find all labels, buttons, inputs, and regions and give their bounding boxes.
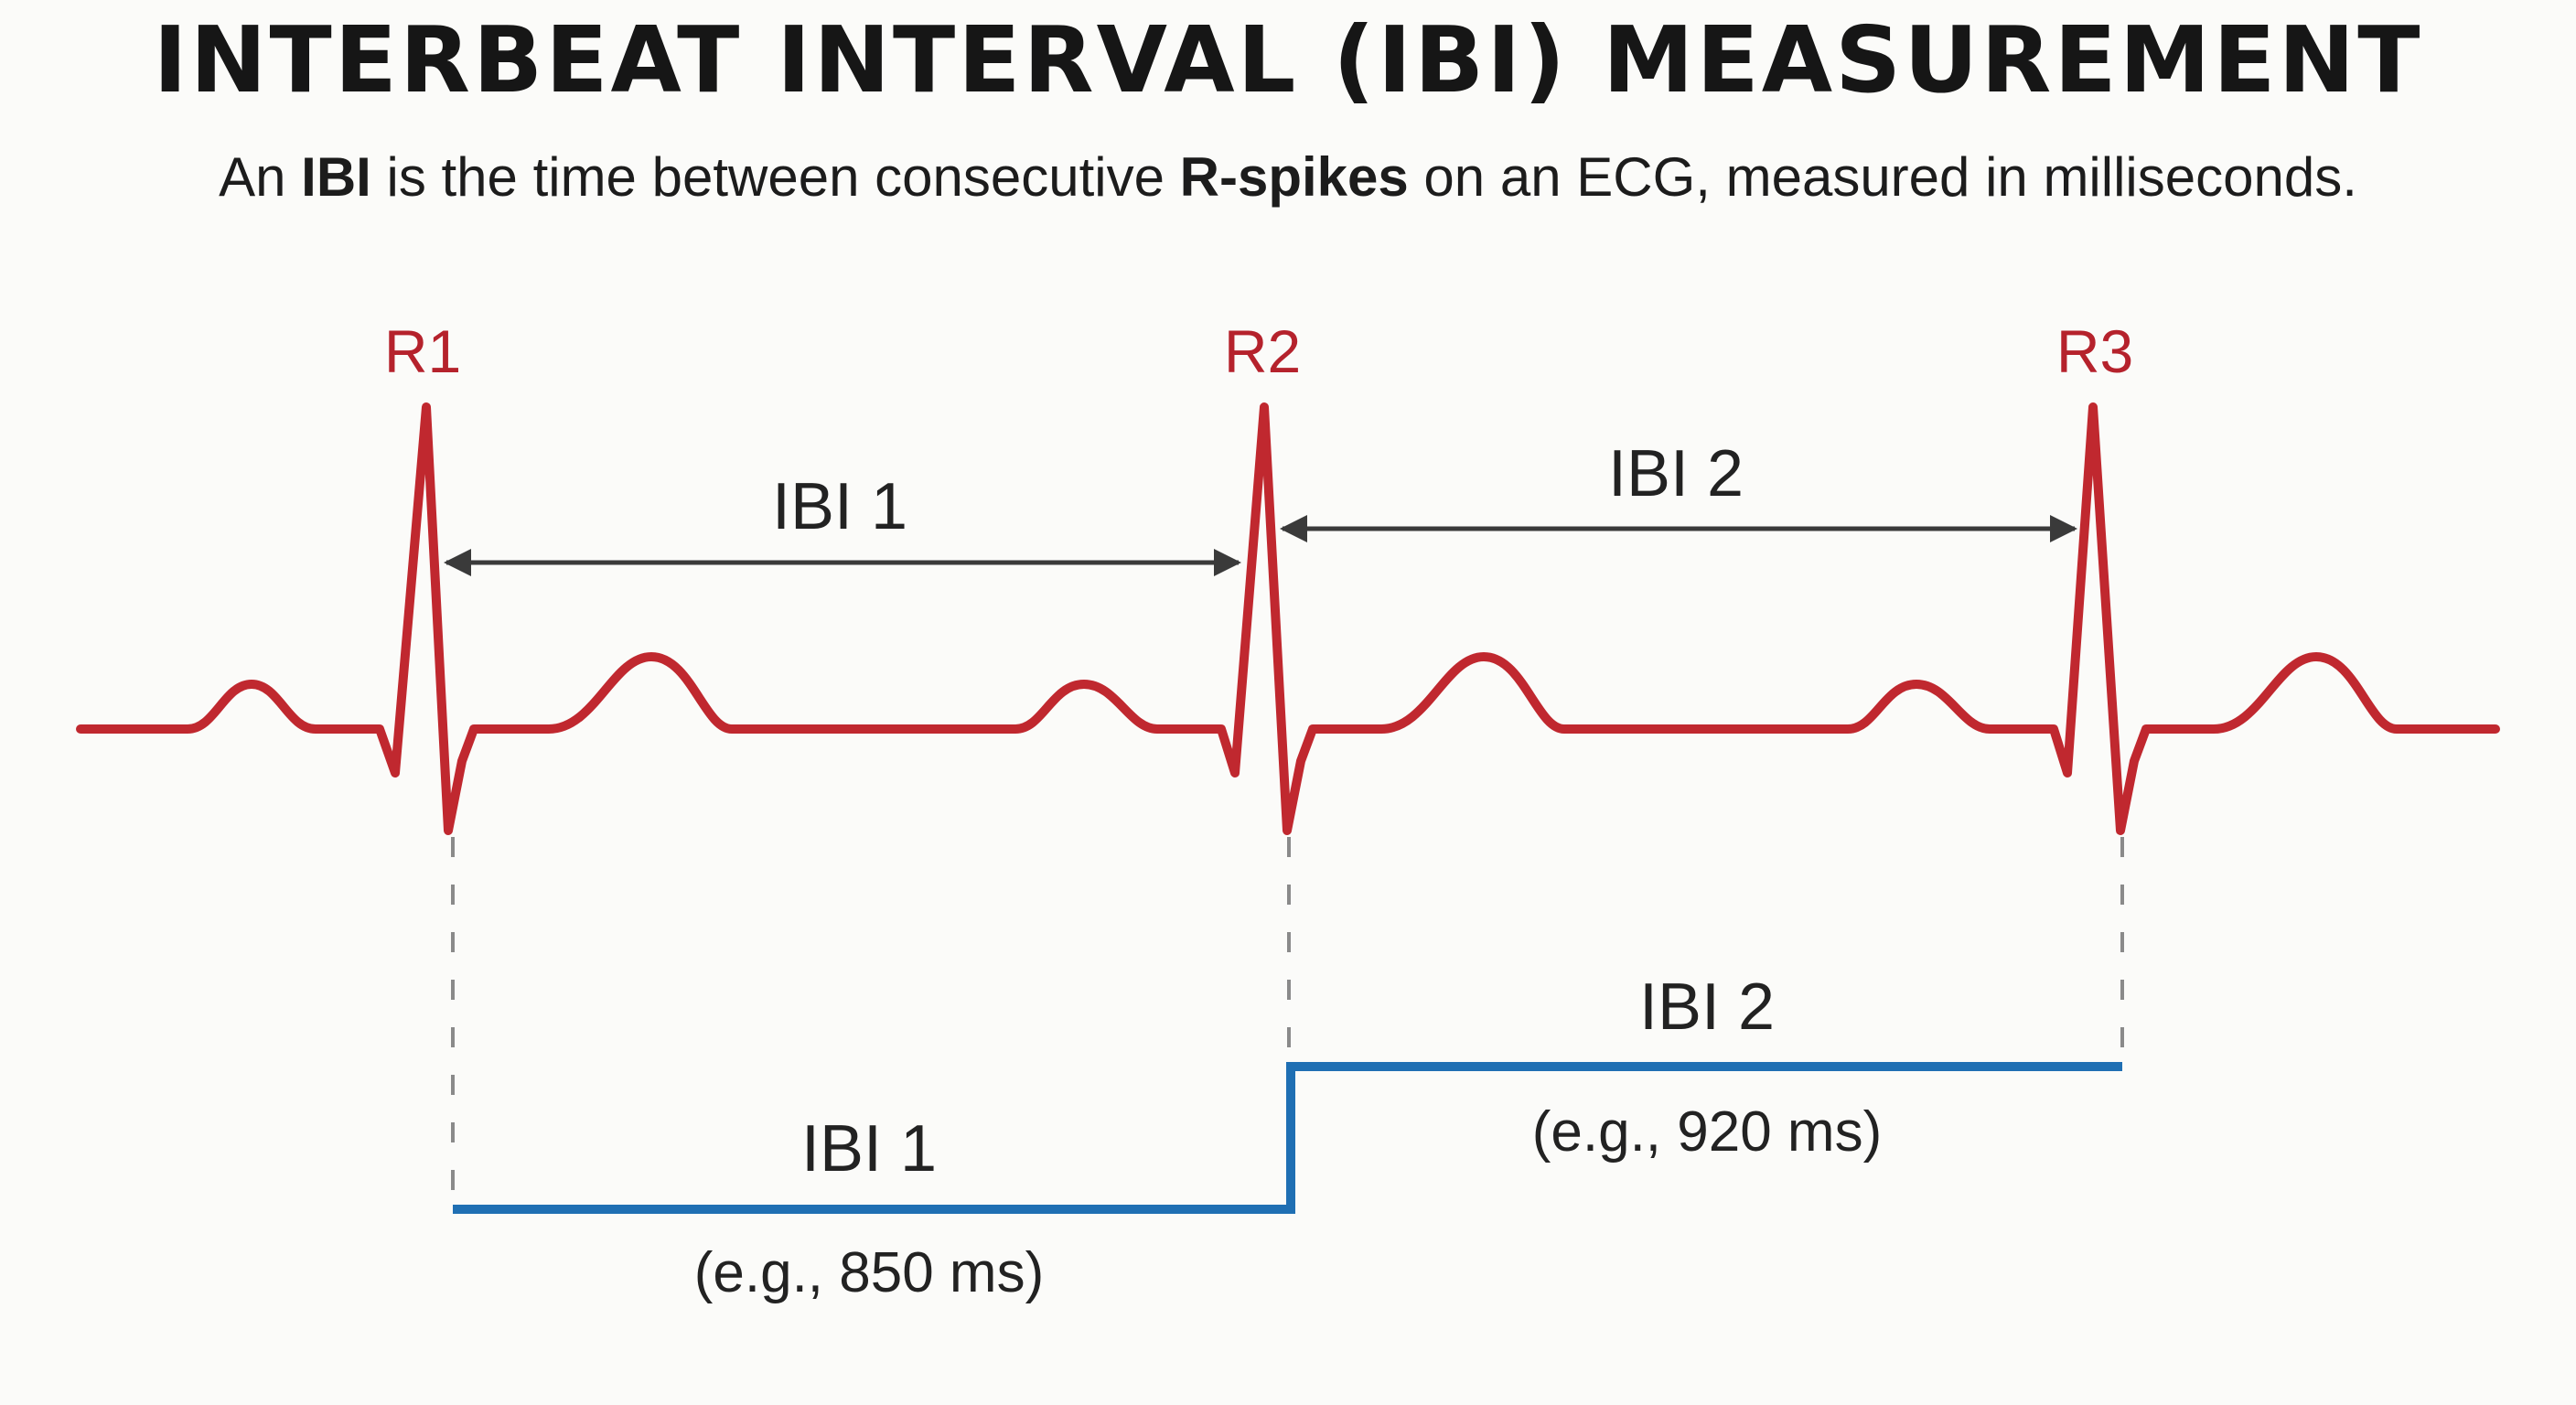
peak-label-r3: R3 (2056, 317, 2133, 385)
peak-label-r2: R2 (1224, 317, 1301, 385)
upper-ibi-1-label: IBI 1 (772, 470, 907, 543)
lower-ibi-1-example: (e.g., 850 ms) (694, 1241, 1044, 1304)
ecg-trace (76, 402, 2500, 835)
subtitle: An IBI is the time between consecutive R… (0, 145, 2576, 210)
page-title: INTERBEAT INTERVAL (IBI) MEASUREMENT (153, 6, 2423, 113)
lower-ibi-2-example: (e.g., 920 ms) (1532, 1100, 1882, 1164)
subtitle-bold-ibi: IBI (301, 146, 371, 208)
peak-label-r1: R1 (384, 317, 461, 385)
lower-ibi-2-label: IBI 2 (1639, 971, 1775, 1044)
subtitle-text-2: is the time between consecutive (370, 146, 1180, 208)
upper-ibi-2-label: IBI 2 (1608, 437, 1744, 510)
ibi-step-line (453, 1062, 2122, 1214)
subtitle-text-3: on an ECG, measured in milliseconds. (1408, 146, 2357, 208)
subtitle-text-1: An (219, 146, 302, 208)
subtitle-bold-rspikes: R-spikes (1179, 146, 1409, 208)
lower-ibi-1-label: IBI 1 (801, 1112, 937, 1185)
